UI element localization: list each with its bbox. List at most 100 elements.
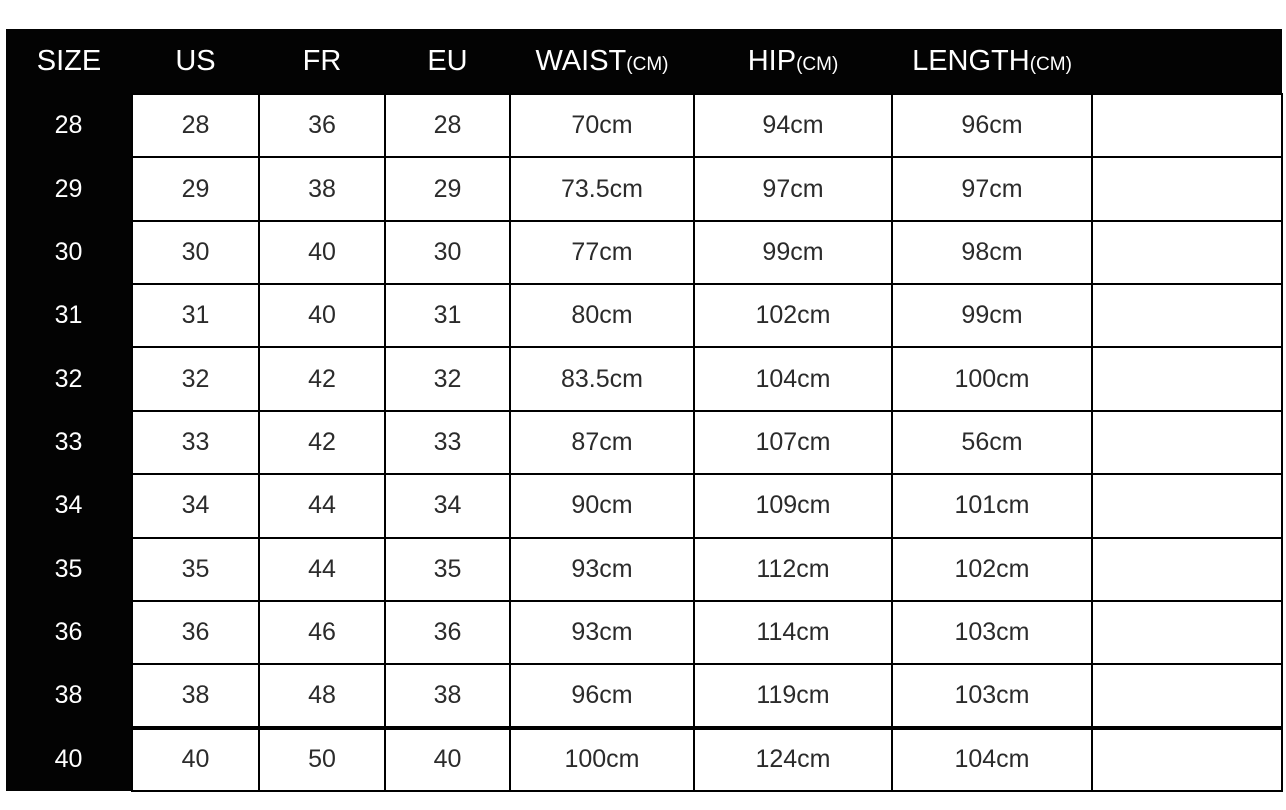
cell-length: 97cm [891,156,1093,222]
cell-extra [1091,219,1283,286]
cell-us: 38 [131,663,260,729]
cell-eu: 29 [384,156,511,222]
cell-length: 99cm [891,283,1093,349]
cell-fr: 46 [258,599,386,666]
header-label: LENGTH [912,44,1030,77]
cell-waist: 93cm [509,599,695,666]
table-row: 34 34 44 34 90cm 109cm 101cm [6,473,1283,539]
header-cell-length: LENGTH(CM) [892,29,1092,94]
cell-length: 100cm [891,346,1093,412]
cell-waist: 83.5cm [509,346,695,412]
row-size-label: 28 [6,94,132,158]
header-label: WAIST [535,44,627,77]
cell-us: 33 [131,409,260,476]
cell-hip: 109cm [693,473,893,539]
cell-length: 104cm [891,725,1093,793]
cell-hip: 112cm [693,536,893,602]
header-cell-us: US [132,29,259,94]
cell-extra [1091,725,1283,793]
header-unit: (CM) [626,53,669,75]
row-size-label: 32 [6,347,132,411]
cell-us: 36 [131,599,260,666]
header-row: SIZE US FR EU WAIST(CM) HIP(CM) LENGTH(C… [6,29,1282,94]
cell-eu: 31 [384,283,511,349]
cell-eu: 34 [384,473,511,539]
header-unit: (CM) [1029,53,1072,75]
table-row: 36 36 46 36 93cm 114cm 103cm [6,599,1283,666]
cell-hip: 102cm [693,283,893,349]
cell-waist: 87cm [509,409,695,476]
cell-fr: 38 [258,156,386,222]
row-size-label: 33 [6,410,132,475]
header-cell-fr: FR [259,29,385,94]
cell-length: 56cm [891,409,1093,476]
cell-us: 30 [131,219,260,286]
table-row: 31 31 40 31 80cm 102cm 99cm [6,283,1283,349]
cell-hip: 99cm [693,219,893,286]
cell-us: 35 [131,536,260,602]
cell-fr: 42 [258,409,386,476]
cell-fr: 44 [258,473,386,539]
table-row: 35 35 44 35 93cm 112cm 102cm [6,536,1283,602]
cell-fr: 40 [258,219,386,286]
cell-extra [1091,283,1283,349]
cell-extra [1091,473,1283,539]
cell-hip: 119cm [693,663,893,729]
cell-waist: 77cm [509,219,695,286]
cell-eu: 40 [384,725,511,793]
cell-fr: 48 [258,663,386,729]
table-row: 29 29 38 29 73.5cm 97cm 97cm [6,156,1283,222]
cell-waist: 73.5cm [509,156,695,222]
cell-extra [1091,346,1283,412]
cell-waist: 90cm [509,473,695,539]
table-body: 28 28 36 28 70cm 94cm 96cm 29 29 38 29 73.5cm 97cm 97… [6,92,1283,793]
cell-hip: 114cm [693,599,893,666]
row-size-label: 29 [6,157,132,221]
row-size-label: 34 [6,474,132,538]
cell-us: 34 [131,473,260,539]
table-row: 38 38 48 38 96cm 119cm 103cm [6,663,1283,729]
cell-length: 102cm [891,536,1093,602]
cell-waist: 96cm [509,663,695,729]
table-row: 30 30 40 30 77cm 99cm 98cm [6,219,1283,286]
cell-fr: 50 [258,725,386,793]
cell-extra [1091,599,1283,666]
cell-length: 96cm [891,92,1093,159]
cell-us: 40 [131,725,260,793]
cell-waist: 70cm [509,92,695,159]
cell-waist: 80cm [509,283,695,349]
table-row: 28 28 36 28 70cm 94cm 96cm [6,92,1283,159]
cell-hip: 124cm [693,725,893,793]
cell-eu: 38 [384,663,511,729]
cell-fr: 40 [258,283,386,349]
cell-hip: 104cm [693,346,893,412]
header-label: EU [427,44,468,77]
header-cell-empty [1092,29,1282,94]
cell-length: 103cm [891,599,1093,666]
cell-extra [1091,536,1283,602]
cell-extra [1091,92,1283,159]
cell-length: 103cm [891,663,1093,729]
cell-us: 29 [131,156,260,222]
header-label: HIP [747,44,797,77]
row-size-label: 35 [6,537,132,601]
header-cell-eu: EU [385,29,510,94]
cell-length: 101cm [891,473,1093,539]
cell-extra [1091,409,1283,476]
cell-hip: 107cm [693,409,893,476]
cell-eu: 35 [384,536,511,602]
cell-fr: 42 [258,346,386,412]
table-row: 32 32 42 32 83.5cm 104cm 100cm [6,346,1283,412]
cell-waist: 100cm [509,725,695,793]
cell-length: 98cm [891,219,1093,286]
cell-extra [1091,663,1283,729]
header-label: US [175,44,216,77]
table-row: 33 33 42 33 87cm 107cm 56cm [6,409,1283,476]
header-cell-waist: WAIST(CM) [510,29,694,94]
cell-fr: 36 [258,92,386,159]
header-cell-size: SIZE [6,29,132,94]
row-size-label: 38 [6,664,132,728]
header-cell-hip: HIP(CM) [694,29,892,94]
cell-fr: 44 [258,536,386,602]
